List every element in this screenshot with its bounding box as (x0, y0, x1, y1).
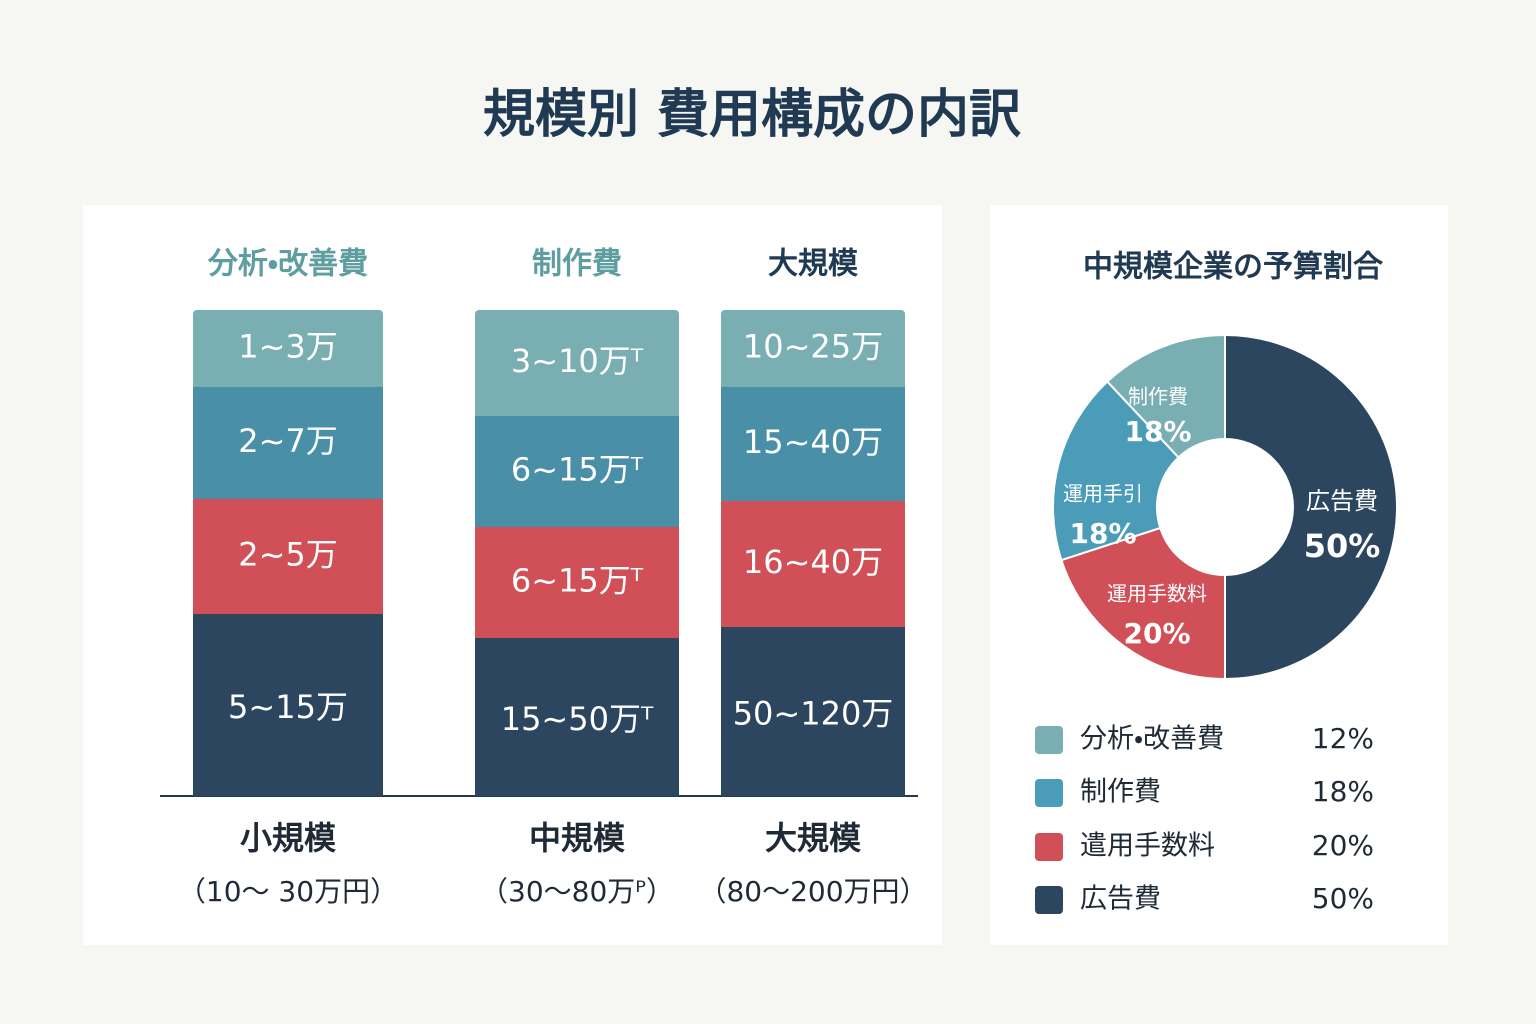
bar-segment (475, 416, 679, 527)
column-header: 大規模 (768, 247, 858, 282)
segment-label: 50~120万 (733, 695, 894, 733)
legend-value: 20% (1312, 829, 1374, 862)
column-name: 小規模 (240, 819, 336, 857)
bar-segment (475, 527, 679, 638)
legend-label: 分析・改善費 (1080, 724, 1224, 755)
bar-segment (721, 387, 905, 501)
legend-label: 制作費 (1080, 777, 1161, 808)
bar-segment (721, 501, 905, 627)
segment-label: 15~50万ᵀ (501, 700, 654, 738)
segment-label: 15~40万 (743, 423, 883, 461)
slice-name: 運用手数料 (1107, 582, 1207, 606)
slice-percent: 50% (1304, 527, 1381, 565)
slice-percent: 18% (1069, 517, 1136, 550)
column-name: 中規模 (529, 819, 625, 857)
legend-label: 広告費 (1080, 884, 1161, 915)
slice-name: 運用手引 (1063, 482, 1143, 506)
pie-slice (1060, 526, 1226, 681)
column-header: 分析・改善費 (207, 247, 368, 282)
segment-label: 1~3万 (238, 328, 338, 366)
pie-slice (1224, 333, 1398, 681)
segment-label: 3~10万ᵀ (511, 342, 644, 380)
pie-title: 中規模企業の予算割合 (1083, 250, 1384, 285)
bar-segment (193, 499, 383, 614)
bar-segment (193, 614, 383, 796)
segment-label: 2~5万 (238, 536, 338, 574)
column-name: 大規模 (765, 819, 861, 857)
slice-name: 制作費 (1128, 385, 1188, 409)
legend-swatch (1035, 833, 1063, 861)
bar-segment-fill (721, 316, 905, 387)
segment-label: 2~7万 (238, 422, 338, 460)
column-range: （10～ 30万円） (178, 875, 398, 908)
legend-swatch (1035, 726, 1063, 754)
slice-name: 広告費 (1306, 487, 1378, 515)
bar-segment (475, 638, 679, 796)
page-title: 規模別 費用構成の内訳 (483, 85, 1021, 145)
pie-slice (1052, 380, 1180, 562)
segment-label: 16~40万 (743, 543, 883, 581)
legend-value: 18% (1312, 775, 1374, 808)
slice-percent: 20% (1123, 617, 1190, 650)
legend-value: 50% (1312, 882, 1374, 915)
bar-segment (721, 627, 905, 796)
legend-swatch (1035, 886, 1063, 914)
bar-segment (193, 387, 383, 499)
segment-label: 10~25万 (743, 328, 883, 366)
bar-segment-fill (475, 316, 679, 416)
column-range: （80～200万円） (698, 875, 927, 908)
legend-swatch (1035, 779, 1063, 807)
column-range: （30～80万ᴾ） (480, 875, 674, 908)
bar-segment-fill (193, 316, 383, 387)
column-header: 制作費 (532, 247, 622, 282)
segment-label: 5~15万 (228, 688, 348, 726)
legend-label: 遣用手数料 (1080, 831, 1215, 862)
legend-value: 12% (1312, 722, 1374, 755)
segment-label: 6~15万ᵀ (511, 451, 644, 489)
slice-percent: 18% (1124, 415, 1191, 448)
segment-label: 6~15万ᵀ (511, 562, 644, 600)
